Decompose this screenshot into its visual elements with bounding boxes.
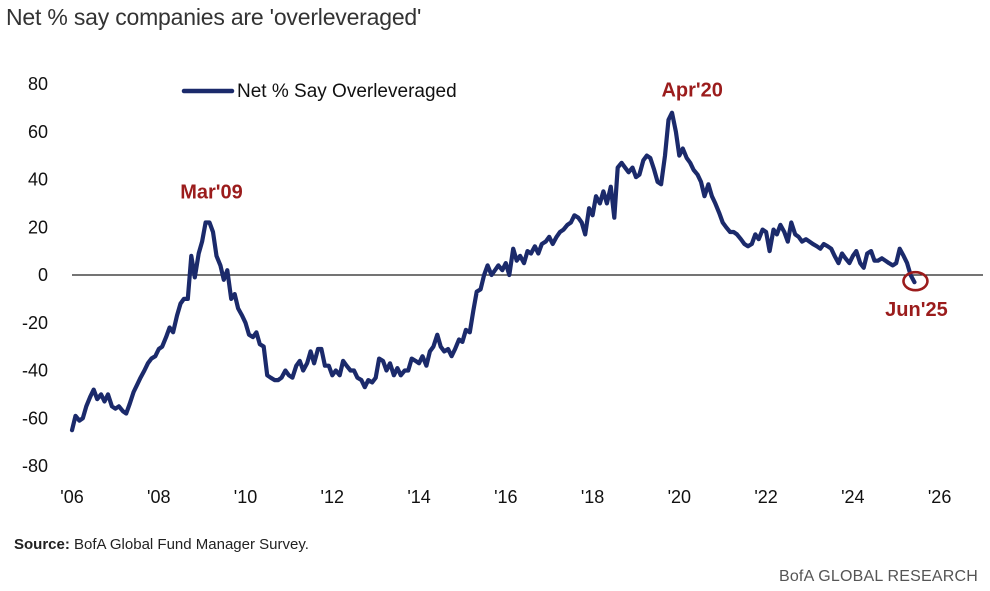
y-tick-label: -20 <box>22 313 48 333</box>
series-line-net-overleveraged <box>69 110 917 433</box>
x-tick-label: '08 <box>147 487 170 507</box>
y-tick-label: 0 <box>38 265 48 285</box>
x-tick-label: '16 <box>494 487 517 507</box>
y-tick-label: 80 <box>28 74 48 94</box>
source-note: Source: BofA Global Fund Manager Survey. <box>14 536 309 553</box>
legend: Net % Say Overleveraged <box>181 81 457 102</box>
y-tick-label: 40 <box>28 170 48 190</box>
y-tick-label: -40 <box>22 361 48 381</box>
x-tick-label: '14 <box>407 487 430 507</box>
x-tick-label: '10 <box>234 487 257 507</box>
annotation-label: Jun'25 <box>885 299 948 321</box>
annotation-label: Apr'20 <box>661 80 722 102</box>
y-tick-label: 20 <box>28 217 48 237</box>
y-axis: 80 60 40 20 0 -20 -40 -60 -80 <box>22 74 48 476</box>
source-text: BofA Global Fund Manager Survey. <box>69 536 309 553</box>
y-tick-label: 60 <box>28 122 48 142</box>
x-tick-label: '12 <box>321 487 344 507</box>
y-tick-label: -80 <box>22 456 48 476</box>
annotations: Mar'09 Apr'20 Jun'25 <box>180 80 948 322</box>
x-tick-label: '06 <box>60 487 83 507</box>
legend-entry: Net % Say Overleveraged <box>237 81 457 102</box>
x-tick-label: '22 <box>754 487 777 507</box>
line-chart: 80 60 40 20 0 -20 -40 -60 -80 '06 '08 '10 '12 '14 '16… <box>22 74 983 507</box>
x-tick-label: '20 <box>668 487 691 507</box>
annotation-label: Mar'09 <box>180 181 243 203</box>
x-tick-label: '26 <box>928 487 951 507</box>
x-axis: '06 '08 '10 '12 '14 '16 '18 '20 '22 '24 '26 <box>60 487 951 507</box>
y-tick-label: -60 <box>22 408 48 428</box>
chart-title: Net % say companies are 'overleveraged' <box>6 4 422 30</box>
x-tick-label: '18 <box>581 487 604 507</box>
jun25-highlight-ring <box>902 270 929 292</box>
x-tick-label: '24 <box>841 487 864 507</box>
source-label: Source: <box>14 536 70 553</box>
brand-label: BofA GLOBAL RESEARCH <box>778 568 978 585</box>
